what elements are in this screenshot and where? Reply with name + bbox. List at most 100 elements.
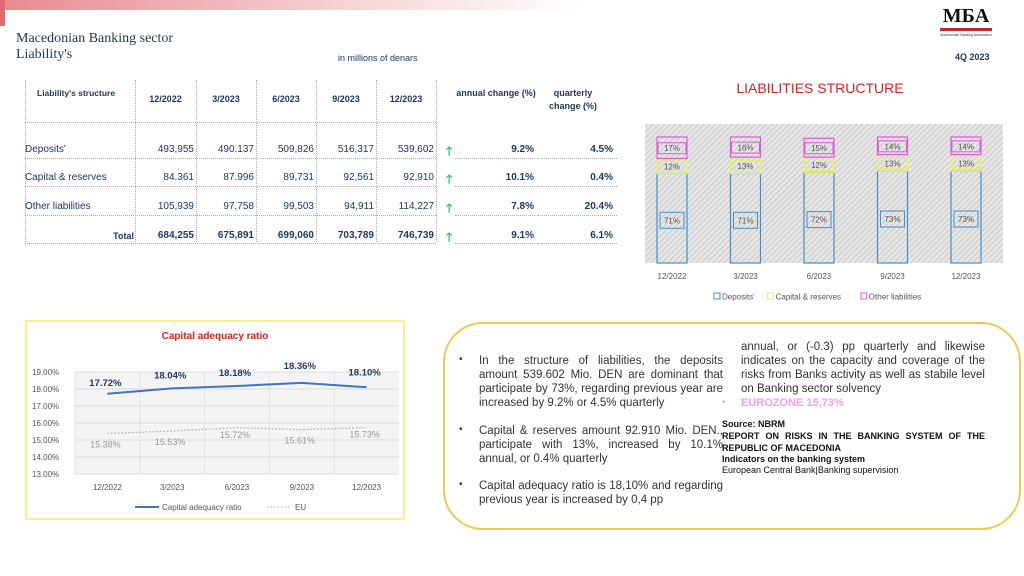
data-label-box: [657, 142, 687, 155]
data-label: 15.73%: [349, 430, 380, 440]
table-header-period: 12/2022: [149, 94, 182, 104]
bullet-dot: •: [459, 354, 463, 365]
table-header-label: Liability's structure: [37, 88, 116, 98]
data-label: 71%: [664, 216, 680, 225]
source-label: Source: NBRM: [722, 419, 786, 429]
source-report: REPORT ON RISKS IN THE BANKING SYSTEM OF…: [722, 431, 985, 453]
up-arrow-icon: 🡑: [446, 172, 453, 186]
bar-segment: [876, 136, 909, 156]
logo: MБA Macedonian Banking Association: [940, 4, 992, 40]
data-label: 14%: [884, 142, 900, 151]
row-value: 87.996: [223, 172, 254, 183]
data-label: 73%: [958, 215, 974, 224]
row-value: 99,503: [283, 201, 314, 212]
x-tick-label: 3/2023: [733, 272, 758, 281]
data-label: 15.53%: [155, 437, 186, 447]
commentary-bullet-1: In the structure of liabilities, the dep…: [479, 355, 723, 409]
annual-change: 9.2%: [511, 144, 534, 155]
row-value: 97,758: [223, 201, 254, 212]
data-label-box: [951, 140, 981, 153]
table-divider: [537, 243, 617, 244]
y-tick-label: 13.00%: [32, 470, 59, 479]
quarterly-change: 6.1%: [590, 230, 613, 241]
table-divider: [25, 122, 436, 123]
up-arrow-icon: 🡑: [446, 201, 453, 215]
table-divider: [135, 80, 136, 242]
legend-swatch: [767, 292, 775, 300]
table-divider: [455, 243, 535, 244]
row-value: 92,561: [343, 172, 374, 183]
data-label-box: [659, 211, 685, 229]
row-value: 516,317: [337, 144, 374, 155]
data-label: 13%: [958, 159, 974, 168]
row-value: 84.361: [163, 172, 194, 183]
table-divider: [455, 158, 535, 159]
data-label: 17.72%: [89, 378, 122, 389]
plot-area: [645, 124, 1003, 263]
table-header-period: 3/2023: [212, 94, 240, 104]
period-label: 4Q 2023: [955, 52, 990, 62]
series-line: [107, 426, 367, 435]
y-tick-label: 19.00%: [32, 368, 59, 377]
x-tick-label: 9/2023: [880, 272, 905, 281]
x-tick-label: 9/2023: [290, 483, 315, 492]
bullet-dot: •: [459, 424, 463, 435]
table-divider: [25, 158, 436, 159]
data-label-box: [806, 211, 832, 229]
row-value: 92,910: [403, 172, 434, 183]
data-label: 14%: [958, 142, 974, 151]
bullet-dot: •: [722, 397, 726, 408]
table-header-period: 12/2023: [389, 94, 423, 104]
data-label-box: [733, 211, 758, 229]
data-label-box: [951, 157, 981, 170]
table-divider: [455, 186, 535, 187]
page-subtitle: Liability's: [16, 47, 73, 62]
capital-adequacy-chart-box: Capital adequacy ratio 13.00% 14.00% 15.00…: [25, 320, 405, 520]
y-tick-label: 15.00%: [32, 436, 59, 445]
row-value: 746,739: [397, 230, 434, 241]
commentary-continuation: annual, or (-0.3) pp quarterly and likew…: [741, 341, 985, 395]
annual-change: 7.8%: [511, 201, 534, 212]
y-tick-label: 14.00%: [32, 453, 59, 462]
annual-change: 9.1%: [511, 230, 534, 241]
bullet-dot: •: [459, 479, 463, 490]
x-tick-label: 6/2023: [225, 483, 250, 492]
eurozone-note: EUROZONE 15,73%: [741, 397, 844, 409]
table-header-period: 9/2023: [332, 94, 360, 104]
row-value: 684,255: [157, 230, 194, 241]
row-value: 89,731: [283, 172, 314, 183]
table-divider: [256, 80, 257, 242]
data-label: 73%: [884, 215, 900, 224]
page-title: Macedonian Banking sector: [16, 31, 174, 46]
legend-label: Capital adequacy ratio: [162, 503, 242, 512]
logo-subtext: Macedonian Banking Association: [940, 33, 992, 37]
y-tick-label: 16.00%: [32, 419, 59, 428]
legend-label: Other liabilities: [869, 293, 921, 302]
row-value: 114,227: [398, 201, 434, 212]
data-label: 12%: [664, 162, 680, 171]
table-divider: [25, 243, 436, 244]
table-header-annual: annual change (%): [456, 88, 536, 98]
table-divider: [537, 186, 617, 187]
data-label-box: [878, 140, 907, 153]
data-label-box: [878, 157, 907, 170]
table-header-quarterly: quarterly change (%): [548, 88, 597, 111]
table-divider: [436, 80, 437, 242]
bar-segment: [950, 136, 982, 156]
car-chart-title: Capital adequacy ratio: [161, 331, 269, 342]
data-label: 13%: [737, 162, 753, 171]
row-value: 703,789: [337, 230, 374, 241]
row-value: 94,911: [344, 201, 374, 212]
data-label-box: [953, 210, 979, 228]
table-divider: [455, 215, 535, 216]
data-label: 15.61%: [285, 436, 316, 446]
table-divider: [376, 80, 377, 242]
annual-change: 10.1%: [505, 172, 534, 183]
legend-swatch: [713, 292, 721, 300]
bar-segment: [729, 136, 762, 158]
unit-note: in millions of denars: [338, 53, 418, 63]
quarterly-change: 4.5%: [590, 144, 613, 155]
commentary-box: [443, 322, 1021, 530]
x-tick-label: 3/2023: [160, 483, 185, 492]
data-label: 18.18%: [219, 368, 252, 379]
